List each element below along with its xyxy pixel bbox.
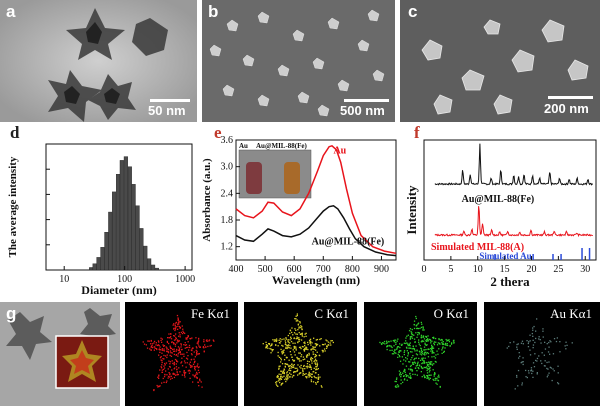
histogram-bar — [96, 257, 101, 271]
panel-b-sem-image: b 500 nm — [202, 0, 395, 122]
eds-signal — [142, 314, 215, 392]
x-axis-label: 2 thera — [490, 274, 530, 289]
x-axis-label: Wavelength (nm) — [272, 273, 360, 287]
xrd-chart: f Au@MIL-88(Fe) Simulated MIL-88(A)Simula… — [404, 124, 597, 289]
x-tick-label: 600 — [287, 264, 302, 275]
histogram-bar — [131, 184, 136, 271]
x-tick-label: 30 — [580, 264, 590, 275]
eds-signal — [506, 318, 573, 390]
x-tick-label: 700 — [316, 264, 331, 275]
panel-label: d — [10, 124, 20, 142]
x-tick-label: 100 — [117, 274, 132, 285]
x-tick-label: 0 — [422, 264, 427, 275]
x-tick-label: 15 — [500, 264, 510, 275]
panel-g-tem-overview: g — [0, 302, 120, 406]
vial-au-mil88 — [284, 162, 300, 194]
series-line — [235, 144, 397, 255]
plot-frame — [423, 139, 597, 261]
series-label: Simulated Au — [479, 251, 531, 261]
histogram-bar — [139, 228, 144, 271]
histogram-bar — [108, 211, 113, 271]
x-tick-label: 900 — [374, 264, 389, 275]
x-axis-label: Diameter (nm) — [81, 283, 156, 296]
x-tick-label: 500 — [258, 264, 273, 275]
eds-map-label: Fe Kα1 — [191, 306, 230, 321]
eds-map-label: O Kα1 — [433, 306, 469, 321]
scale-bar — [548, 96, 593, 99]
inset-label: Au@MIL-88(Fe) — [256, 142, 308, 150]
x-tick-label: 20 — [527, 264, 537, 275]
y-axis-label: Absorbance (a.u.) — [201, 158, 213, 242]
y-tick-label: 1.2 — [221, 242, 234, 253]
y-axis-label: The average intensity — [7, 156, 19, 257]
eds-signal — [379, 315, 455, 388]
panel-label: c — [408, 2, 418, 21]
x-tick-label: 10 — [59, 274, 69, 285]
histogram-bar — [143, 245, 148, 271]
x-tick-label: 1000 — [175, 274, 195, 285]
series-line — [434, 206, 593, 238]
scale-bar — [344, 99, 389, 102]
eds-map-label: C Kα1 — [314, 306, 349, 321]
series-label: Au@MIL-88(Fe) — [462, 194, 535, 205]
eds-map-o: O Kα1 — [364, 302, 477, 406]
scale-bar-label: 50 nm — [148, 103, 186, 118]
histogram-bar — [119, 160, 124, 271]
x-tick-label: 400 — [229, 264, 244, 275]
panel-a-tem-image: a 50 nm — [0, 0, 197, 122]
histogram-bar — [116, 174, 121, 271]
histogram-bar — [104, 231, 109, 271]
panel-d-histogram: d 10 100 1000 Diameter (nm) The average inte… — [0, 124, 200, 296]
histogram-bar — [92, 263, 97, 271]
histogram-bar — [112, 191, 117, 271]
vial-au — [246, 162, 262, 194]
y-tick-label: 3.6 — [221, 135, 234, 146]
eds-map-au: Au Kα1 — [484, 302, 600, 406]
panel-c-sem-image: c 200 nm — [400, 0, 600, 122]
plot-frame — [235, 139, 397, 261]
panel-label: b — [208, 2, 219, 21]
histogram-bar — [154, 267, 159, 271]
panel-e-absorbance: e Au Au@MIL-88(Fe) Au Au@MIL-88(Fe) 400 500 60… — [200, 124, 400, 296]
y-tick-label: 3.0 — [221, 162, 234, 173]
eds-map-label: Au Kα1 — [550, 306, 592, 321]
panel-f-xrd: f Au@MIL-88(Fe) Simulated MIL-88(A) Simula… — [400, 124, 600, 296]
series-label: Simulated MIL-88(A) — [431, 242, 524, 253]
y-axis-label: Intensity — [404, 185, 419, 235]
histogram-bar — [135, 205, 140, 271]
series-line — [235, 204, 397, 257]
histogram-bar — [123, 156, 128, 271]
inset-label: Au — [239, 142, 248, 150]
y-tick-label: 2.4 — [221, 188, 234, 199]
histogram-bar — [89, 267, 94, 271]
histogram-bar — [147, 258, 152, 271]
scale-bar-label: 200 nm — [544, 101, 589, 116]
histogram-bar — [151, 264, 156, 271]
scale-bar-label: 500 nm — [340, 103, 385, 118]
eds-signal — [262, 313, 334, 388]
panel-label: e — [214, 124, 222, 142]
x-tick-label: 10 — [473, 264, 483, 275]
eds-map-c: C Kα1 — [244, 302, 357, 406]
histogram-chart: d 10 100 1000 Diameter (nm) The average inte… — [7, 124, 195, 296]
histogram-bar — [127, 166, 132, 271]
x-tick-label: 25 — [553, 264, 563, 275]
eds-map-fe: Fe Kα1 — [125, 302, 238, 406]
panel-label: a — [6, 2, 16, 21]
scale-bar — [150, 99, 190, 102]
absorbance-chart: e Au Au@MIL-88(Fe) Au Au@MIL-88(Fe) 400 500 60… — [201, 124, 397, 287]
y-tick-label: 1.8 — [221, 215, 234, 226]
x-tick-label: 800 — [345, 264, 360, 275]
panel-label: f — [414, 124, 420, 142]
series-label: Au — [333, 145, 346, 156]
histogram-bar — [100, 247, 105, 271]
x-tick-label: 5 — [448, 264, 453, 275]
panel-label: g — [6, 304, 17, 323]
series-line — [434, 143, 594, 187]
series-label: Au@MIL-88(Fe) — [312, 236, 385, 247]
